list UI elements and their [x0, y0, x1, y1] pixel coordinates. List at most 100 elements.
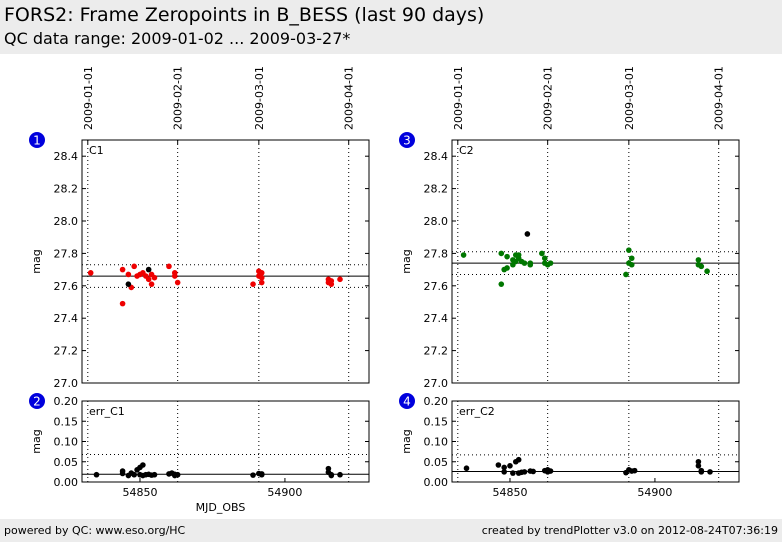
data-point: [131, 471, 137, 478]
data-point: [125, 281, 132, 287]
data-point: [527, 261, 534, 268]
panel-number: 4: [403, 395, 411, 409]
y-tick-label: 0.20: [424, 395, 449, 408]
data-point: [171, 273, 178, 279]
y-axis-label: mag: [400, 249, 413, 273]
y-tick-label: 27.2: [54, 345, 79, 358]
data-point: [515, 252, 522, 258]
panel-number-badge: [399, 393, 415, 409]
data-point: [258, 270, 265, 276]
y-tick-label: 28.0: [54, 215, 79, 228]
plot-frame: [451, 139, 740, 384]
data-point: [707, 469, 713, 475]
y-tick-label: 0.05: [54, 456, 79, 469]
data-point: [507, 463, 513, 469]
data-point: [698, 469, 705, 475]
y-tick-label: 0.00: [54, 476, 79, 489]
data-point: [148, 281, 155, 287]
x-tick-label: 54850: [492, 486, 527, 499]
data-point: [623, 271, 629, 278]
x-axis-label: MJD_OBS: [196, 501, 246, 514]
data-point: [631, 467, 638, 474]
data-point: [541, 255, 548, 262]
panel-label: err_C1: [89, 405, 125, 418]
panel-number: 1: [33, 134, 41, 148]
y-tick-label: 28.2: [54, 183, 79, 196]
data-point: [521, 469, 528, 475]
panel-label: C1: [89, 144, 104, 157]
plot-frame: [451, 400, 740, 483]
data-point: [695, 257, 702, 263]
data-point: [628, 255, 635, 262]
data-point: [145, 276, 152, 283]
footer-created-by: created by trendPlotter v3.0 on 2012-08-…: [481, 524, 778, 537]
y-axis-label: mag: [400, 429, 413, 453]
data-point: [174, 471, 181, 478]
data-point: [521, 260, 528, 266]
panel-c1: [29, 132, 370, 384]
data-point: [495, 462, 502, 468]
panel-label: C2: [459, 144, 474, 157]
date-tick-label: 2009-04-01: [343, 66, 356, 130]
y-tick-label: 28.4: [424, 150, 449, 163]
footer-bar: powered by QC: www.eso.org/HC created by…: [0, 519, 782, 542]
data-point: [119, 300, 126, 307]
data-point: [501, 464, 507, 471]
data-point: [328, 472, 335, 479]
y-tick-label: 0.00: [424, 476, 449, 489]
data-point: [504, 265, 510, 271]
plot-frame: [81, 139, 370, 384]
data-point: [547, 260, 554, 266]
data-point: [258, 471, 265, 477]
data-point: [704, 268, 710, 275]
y-tick-label: 27.8: [54, 247, 79, 260]
page-title: FORS2: Frame Zeropoints in B_BESS (last …: [4, 4, 485, 26]
panel-number-badge: [29, 132, 45, 148]
y-tick-label: 0.05: [424, 456, 449, 469]
data-point: [498, 250, 505, 257]
y-tick-label: 28.0: [424, 215, 449, 228]
y-tick-label: 27.4: [54, 312, 79, 325]
data-point: [530, 468, 536, 475]
date-tick-label: 2009-02-01: [542, 66, 555, 130]
panel-err-c2: [399, 393, 740, 483]
data-point: [250, 281, 256, 287]
y-tick-label: 27.6: [424, 280, 449, 293]
data-point: [524, 231, 531, 237]
y-tick-label: 27.4: [424, 312, 449, 325]
data-point: [119, 266, 126, 273]
data-point: [626, 247, 632, 253]
y-tick-label: 27.6: [54, 280, 79, 293]
date-tick-label: 2009-02-01: [172, 66, 185, 130]
trend-plot-area: 27.0 27.2 27.4 27.6 27.8 28.0 28.2 28.4 mag C1 1 20…: [29, 66, 740, 514]
data-point: [151, 274, 158, 281]
y-tick-label: 27.2: [424, 345, 449, 358]
data-point: [539, 250, 545, 257]
data-point: [337, 471, 343, 478]
panel-label: err_C2: [459, 405, 495, 418]
date-tick-label: 2009-04-01: [713, 66, 726, 130]
data-point: [93, 471, 100, 478]
x-tick-label: 54850: [122, 486, 157, 499]
data-point: [504, 253, 510, 260]
header-bar: FORS2: Frame Zeropoints in B_BESS (last …: [0, 0, 782, 54]
data-point: [547, 468, 554, 474]
page-subtitle: QC data range: 2009-01-02 ... 2009-03-27…: [4, 29, 351, 48]
y-tick-label: 27.0: [424, 377, 449, 390]
data-point: [328, 278, 335, 284]
data-point: [131, 263, 137, 270]
data-point: [515, 456, 522, 463]
data-point: [250, 472, 256, 478]
x-tick-label: 54900: [637, 486, 672, 499]
date-tick-label: 2009-01-01: [82, 66, 95, 130]
data-point: [698, 263, 705, 270]
data-point: [174, 279, 181, 286]
data-point: [498, 281, 505, 287]
data-point: [125, 271, 132, 278]
panel-number-badge: [29, 393, 45, 409]
data-point: [258, 274, 265, 281]
data-point: [337, 276, 343, 283]
y-axis-label: mag: [30, 249, 43, 273]
data-point: [628, 261, 635, 268]
y-tick-label: 28.2: [424, 183, 449, 196]
